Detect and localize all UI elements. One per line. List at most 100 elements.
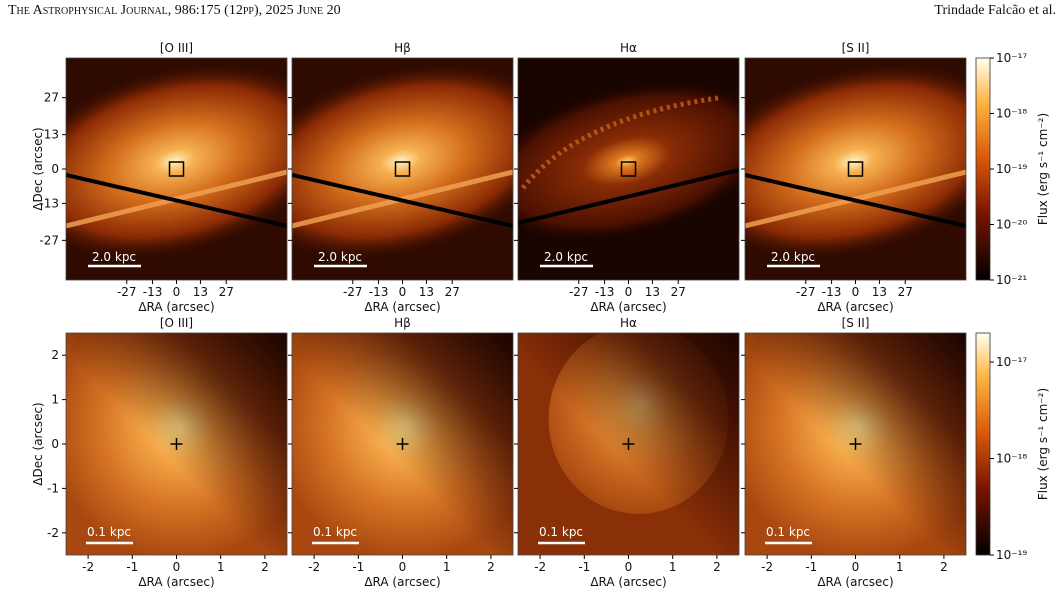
panel-title: Hβ xyxy=(394,41,411,55)
x-tick-label: 1 xyxy=(669,560,677,574)
y-tick-label: 0 xyxy=(51,162,59,176)
x-tick-label: -27 xyxy=(796,285,816,299)
x-tick-label: 2 xyxy=(487,560,495,574)
x-tick-label: 27 xyxy=(671,285,686,299)
galaxy-glow xyxy=(292,60,513,263)
x-tick-label: -2 xyxy=(308,560,320,574)
colorbar-tick-label: 10⁻²¹ xyxy=(996,273,1027,287)
slit-mask xyxy=(745,173,966,228)
image-panel: 0.1 kpc xyxy=(66,333,287,555)
zoom-box xyxy=(168,161,185,177)
x-tick-label: 13 xyxy=(872,285,887,299)
panel-title: [O III] xyxy=(160,41,193,55)
cross xyxy=(849,438,862,450)
colorbar-label: Flux (erg s⁻¹ cm⁻²) xyxy=(1036,113,1050,225)
x-tick-label: -1 xyxy=(805,560,817,574)
y-axis-label: ΔDec (arcsec) xyxy=(31,402,45,485)
x-tick-label: -13 xyxy=(595,285,615,299)
colorbar-tick-label: 10⁻¹⁷ xyxy=(996,355,1027,369)
y-tick-label: 0 xyxy=(51,437,59,451)
y-tick-label: -13 xyxy=(39,196,59,210)
y-tick-label: -27 xyxy=(39,233,59,247)
galaxy-glow xyxy=(66,60,287,263)
colorbar-tick-label: 10⁻¹⁹ xyxy=(996,162,1027,176)
scale-bar-label: 0.1 kpc xyxy=(539,525,583,539)
image-panel: 0.1 kpc xyxy=(518,333,739,555)
x-tick-label: -1 xyxy=(352,560,364,574)
x-axis-label: ΔRA (arcsec) xyxy=(138,575,214,589)
x-tick-label: -27 xyxy=(117,285,137,299)
colorbar xyxy=(975,57,991,281)
panel-title: [S II] xyxy=(842,316,870,330)
zoom-box xyxy=(394,161,411,177)
image-panel: 0.1 kpc xyxy=(745,333,966,555)
panel-title: [S II] xyxy=(842,41,870,55)
x-tick-label: 0 xyxy=(173,560,181,574)
x-axis-label: ΔRA (arcsec) xyxy=(364,575,440,589)
x-tick-label: -13 xyxy=(822,285,842,299)
galaxy-glow xyxy=(518,79,739,243)
x-axis-label: ΔRA (arcsec) xyxy=(817,575,893,589)
scale-bar-label: 2.0 kpc xyxy=(771,250,815,264)
x-tick-label: 13 xyxy=(645,285,660,299)
colorbar-tick-label: 10⁻¹⁷ xyxy=(996,51,1027,65)
x-tick-label: -1 xyxy=(126,560,138,574)
x-tick-label: 1 xyxy=(217,560,225,574)
y-tick-label: 13 xyxy=(44,128,59,142)
slit-mask xyxy=(518,168,739,225)
x-tick-label: -13 xyxy=(143,285,163,299)
image-panel: 2.0 kpc xyxy=(745,58,966,280)
panel-title: [O III] xyxy=(160,316,193,330)
authors-header: Trindade Falcão et al. xyxy=(934,3,1056,18)
image-panel: 2.0 kpc xyxy=(292,58,513,280)
x-tick-label: 1 xyxy=(896,560,904,574)
colorbar-tick-label: 10⁻¹⁸ xyxy=(996,107,1027,121)
x-tick-label: 13 xyxy=(419,285,434,299)
cross xyxy=(622,438,635,450)
colorbar-tick-label: 10⁻²⁰ xyxy=(996,218,1027,232)
x-tick-label: 0 xyxy=(173,285,181,299)
x-tick-label: 0 xyxy=(625,285,633,299)
x-tick-label: -2 xyxy=(82,560,94,574)
y-tick-label: 1 xyxy=(51,393,59,407)
scale-bar-label: 2.0 kpc xyxy=(92,250,136,264)
x-tick-label: 0 xyxy=(399,285,407,299)
x-tick-label: -1 xyxy=(578,560,590,574)
x-tick-label: 2 xyxy=(940,560,948,574)
cross xyxy=(396,438,409,450)
colorbar xyxy=(975,332,991,556)
slit-mask xyxy=(292,173,513,228)
colorbar-tick-label: 10⁻¹⁹ xyxy=(996,548,1027,562)
scale-bar-label: 2.0 kpc xyxy=(544,250,588,264)
colorbar-tick-label: 10⁻¹⁸ xyxy=(996,452,1027,466)
x-tick-label: -27 xyxy=(569,285,589,299)
x-tick-label: 0 xyxy=(399,560,407,574)
y-tick-label: -2 xyxy=(47,526,59,540)
y-tick-label: 27 xyxy=(44,91,59,105)
spiral-arm xyxy=(521,95,719,190)
x-axis-label: ΔRA (arcsec) xyxy=(138,300,214,314)
y-tick-label: -1 xyxy=(47,481,59,495)
x-tick-label: 1 xyxy=(443,560,451,574)
x-tick-label: 2 xyxy=(261,560,269,574)
galaxy-glow xyxy=(745,60,966,263)
x-axis-label: ΔRA (arcsec) xyxy=(590,300,666,314)
journal-header: The Astrophysical Journal, 986:175 (12pp… xyxy=(8,3,341,18)
x-tick-label: -2 xyxy=(761,560,773,574)
y-axis-label: ΔDec (arcsec) xyxy=(31,127,45,210)
x-tick-label: 0 xyxy=(852,285,860,299)
x-axis-label: ΔRA (arcsec) xyxy=(817,300,893,314)
image-panel: 0.1 kpc xyxy=(292,333,513,555)
cross xyxy=(170,438,183,450)
scale-bar-label: 0.1 kpc xyxy=(766,525,810,539)
image-panel: 2.0 kpc xyxy=(66,58,287,280)
x-tick-label: 27 xyxy=(445,285,460,299)
zoom-box xyxy=(847,161,864,177)
x-tick-label: 0 xyxy=(852,560,860,574)
x-tick-label: -13 xyxy=(369,285,389,299)
scale-bar-label: 0.1 kpc xyxy=(87,525,131,539)
slit-mask xyxy=(66,173,287,228)
scale-bar-label: 0.1 kpc xyxy=(313,525,357,539)
